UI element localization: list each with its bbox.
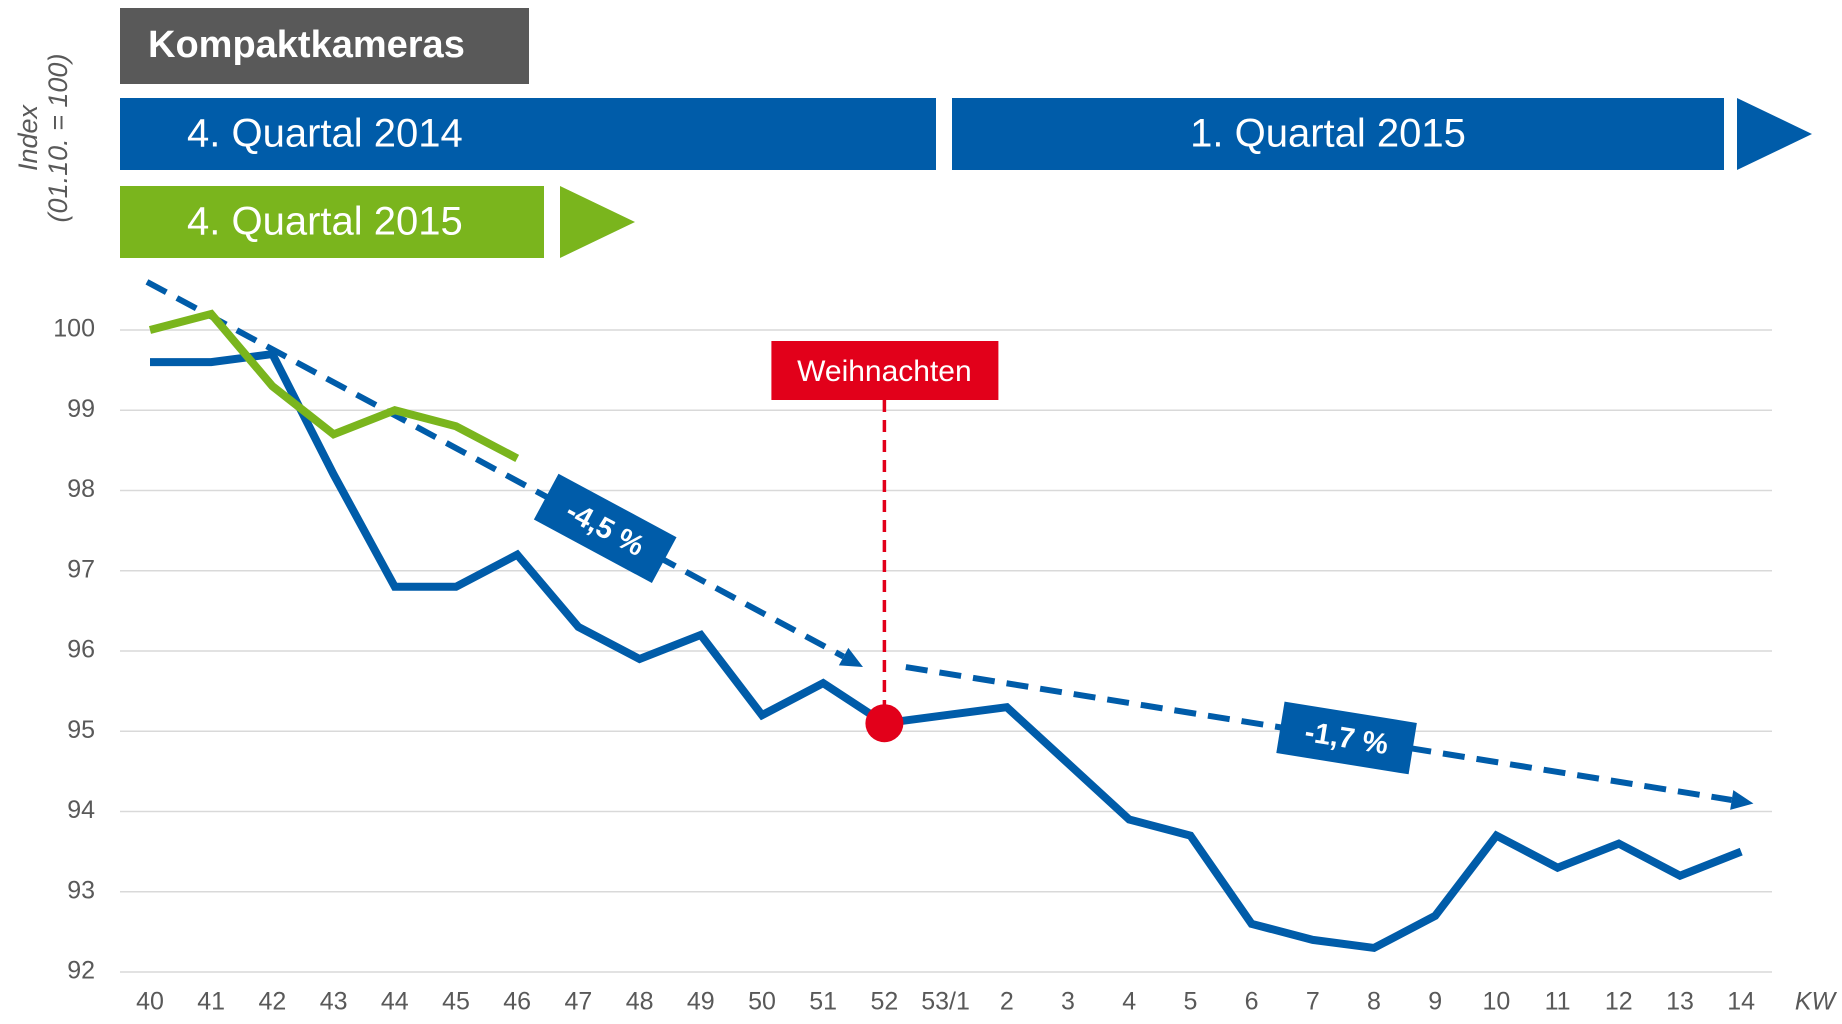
x-tick-label: 47 [564,988,592,1016]
x-tick-label: 4 [1122,988,1136,1016]
x-tick-label: 53/1 [921,988,970,1016]
x-tick-label: 48 [626,988,654,1016]
banner [120,98,936,170]
y-tick-label: 93 [67,876,95,904]
x-tick-label: 43 [320,988,348,1016]
series-line [148,309,520,462]
y-tick-label: 96 [67,636,95,664]
banner-arrow [1737,98,1812,170]
y-tick-label: 100 [53,315,95,343]
trend-label-box [533,473,677,584]
trend-arrowhead [1730,790,1754,810]
x-tick-label: 11 [1545,988,1571,1016]
annotation-marker [865,704,904,743]
y-axis-label: Index [13,103,43,171]
banner-arrow [560,186,635,258]
trend-label-box [1276,701,1417,775]
title-box [120,8,529,84]
y-tick-label: 92 [67,957,95,985]
x-tick-label: 40 [136,988,164,1016]
trend-label-group: -1,7 % [1276,701,1417,775]
x-tick-label: 41 [197,988,225,1016]
x-tick-label: 3 [1061,988,1075,1016]
x-tick-label: 42 [258,988,286,1016]
y-tick-label: 97 [67,555,95,583]
x-tick-label: 45 [442,988,470,1016]
chart-title: Kompaktkameras [148,24,465,66]
x-tick-label: 44 [381,988,409,1016]
x-tick-label: 52 [870,988,898,1016]
y-tick-label: 94 [67,796,95,824]
banner-label: 4. Quartal 2015 [187,200,463,244]
y-tick-label: 98 [67,475,95,503]
banner [120,186,544,258]
x-tick-label: 5 [1183,988,1197,1016]
banner [952,98,1724,170]
x-tick-label: 8 [1367,988,1381,1016]
x-tick-label: 46 [503,988,531,1016]
series-line [150,349,1743,953]
x-tick-label: 12 [1605,988,1633,1016]
trend-arrowhead [838,647,863,668]
annotation-box [771,341,999,400]
x-tick-label: 49 [687,988,715,1016]
x-tick-label: 51 [809,988,837,1016]
x-tick-label: 7 [1306,988,1320,1016]
x-tick-label: 6 [1245,988,1259,1016]
banner-label: 1. Quartal 2015 [1190,112,1466,156]
y-axis-label: (01.10. = 100) [43,54,73,223]
trend-line [145,279,846,660]
x-tick-label: 10 [1482,988,1510,1016]
x-axis-unit: KW [1795,988,1838,1016]
x-tick-label: 50 [748,988,776,1016]
banner-label: 4. Quartal 2014 [187,112,463,156]
annotation-label: Weihnachten [797,355,972,388]
x-tick-label: 9 [1428,988,1442,1016]
y-tick-label: 95 [67,716,95,744]
x-tick-label: 14 [1727,988,1755,1016]
x-tick-label: 2 [1000,988,1014,1016]
x-tick-label: 13 [1666,988,1694,1016]
y-tick-label: 99 [67,395,95,423]
